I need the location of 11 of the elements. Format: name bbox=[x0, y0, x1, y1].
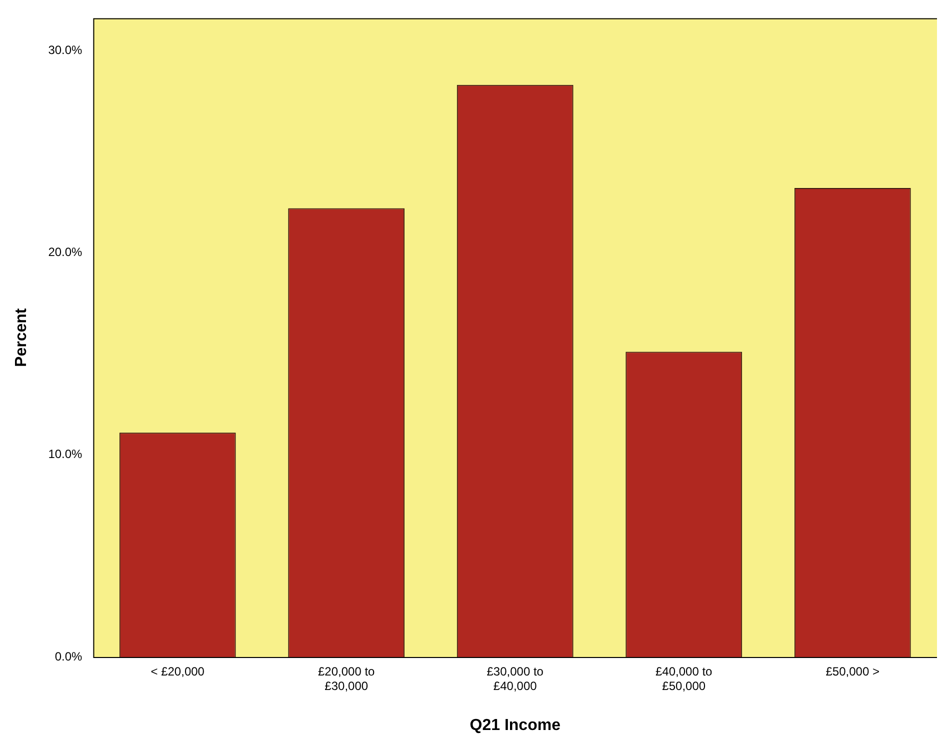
y-tick-label: 30.0% bbox=[48, 42, 83, 57]
x-tick-label: < £20,000 bbox=[150, 664, 205, 679]
x-axis-title: Q21 Income bbox=[470, 716, 561, 734]
y-tick-label: 0.0% bbox=[54, 649, 83, 664]
x-tick-label: £40,000 to £50,000 bbox=[656, 664, 713, 693]
y-axis-title: Percent bbox=[13, 308, 30, 367]
x-tick-label: £30,000 to £40,000 bbox=[486, 664, 544, 693]
x-tick-label: £50,000 > bbox=[826, 664, 880, 679]
y-tick-label: 10.0% bbox=[48, 447, 83, 462]
x-tick-label: £20,000 to £30,000 bbox=[318, 664, 376, 693]
y-tick-label: 20.0% bbox=[48, 245, 83, 260]
